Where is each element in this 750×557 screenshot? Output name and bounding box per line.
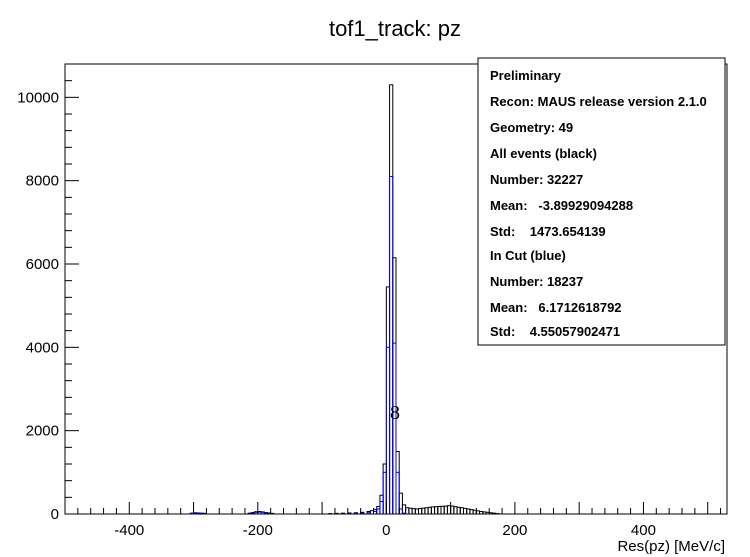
y-tick-label: 0 xyxy=(51,506,59,523)
x-tick-label: -200 xyxy=(243,522,273,539)
bar-series1-bin20 xyxy=(395,471,400,515)
y-tick-label: 2000 xyxy=(26,423,59,440)
stats-box-frame xyxy=(477,57,726,346)
stats-line: Std: 1473.654139 xyxy=(490,224,606,239)
plot-frame xyxy=(64,63,728,515)
stats-line: Mean: 6.1712618792 xyxy=(490,300,622,315)
stats-line: Number: 18237 xyxy=(490,274,583,289)
x-axis-label: Res(pz) [MeV/c] xyxy=(617,538,725,555)
stats-line: Std: 4.55057902471 xyxy=(490,324,620,339)
stats-line: Preliminary xyxy=(490,68,562,83)
x-tick-label: 0 xyxy=(382,522,390,539)
stats-line: In Cut (blue) xyxy=(490,248,566,263)
stats-line: Geometry: 49 xyxy=(490,120,573,135)
histogram-bars xyxy=(189,84,500,515)
y-tick-label: 10000 xyxy=(17,89,59,106)
y-axis: 0 2000 4000 6000 8000 10000 xyxy=(17,63,79,523)
annotation-8: 8 xyxy=(390,402,400,424)
x-tick-label: 400 xyxy=(631,522,656,539)
stats-line: Recon: MAUS release version 2.1.0 xyxy=(490,94,707,109)
stats-line: Number: 32227 xyxy=(490,172,583,187)
y-tick-label: 8000 xyxy=(26,173,59,190)
stats-box: Preliminary Recon: MAUS release version … xyxy=(477,57,726,346)
x-axis: -400 -200 0 200 400 xyxy=(64,502,722,539)
y-tick-label: 4000 xyxy=(26,339,59,356)
x-tick-label: -400 xyxy=(114,522,144,539)
stats-line: All events (black) xyxy=(490,146,597,161)
x-tick-label: 200 xyxy=(502,522,527,539)
chart-title: tof1_track: pz xyxy=(329,16,461,41)
y-tick-label: 6000 xyxy=(26,256,59,273)
stats-line: Mean: -3.89929094288 xyxy=(490,198,633,213)
